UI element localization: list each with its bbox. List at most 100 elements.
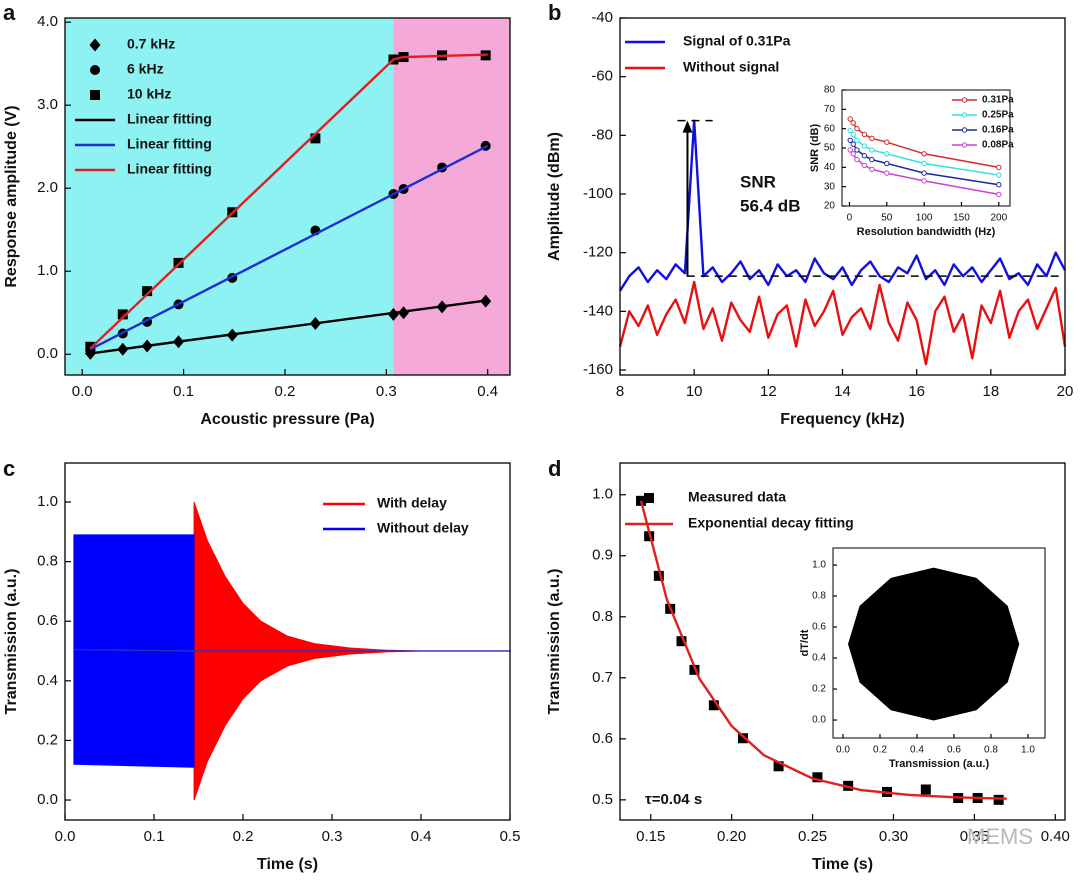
x-tick-label: 10 xyxy=(686,383,703,400)
legend-label: 10 kHz xyxy=(127,86,171,102)
marker-circle xyxy=(869,156,875,163)
x-tick-label: 0.35 xyxy=(960,828,989,845)
marker-circle xyxy=(996,182,1002,188)
marker-square xyxy=(117,309,128,320)
legend-label: Without delay xyxy=(377,520,469,536)
x-axis-title: Frequency (kHz) xyxy=(780,411,904,428)
y-tick-label: 60 xyxy=(824,123,836,134)
marker-circle xyxy=(884,170,890,176)
marker-circle xyxy=(884,139,890,145)
y-tick-label: 0.8 xyxy=(37,553,58,570)
x-tick-label: 0.25 xyxy=(798,828,827,845)
marker-square xyxy=(993,794,1004,805)
x-axis-title: Time (s) xyxy=(812,856,873,873)
y-tick-label: 0.2 xyxy=(37,731,58,748)
x-axis-title: Time (s) xyxy=(257,856,318,873)
y-tick-label: 0.0 xyxy=(37,791,58,808)
marker-circle xyxy=(996,164,1002,171)
annotation: SNR xyxy=(740,172,776,191)
marker-square xyxy=(644,493,654,503)
x-axis-title: Resolution bandwidth (Hz) xyxy=(857,226,996,238)
marker-circle xyxy=(884,151,890,157)
x-tick-label: 0.40 xyxy=(1041,828,1070,845)
x-tick-label: 20 xyxy=(1057,383,1074,400)
y-tick-label: 2.0 xyxy=(37,179,58,196)
legend-label: Exponential decay fitting xyxy=(688,515,854,531)
panel-label: a xyxy=(3,0,16,25)
y-tick-label: -100 xyxy=(583,185,613,202)
legend-label: Without signal xyxy=(683,59,779,75)
marker-circle xyxy=(869,147,875,153)
legend-label: 0.16Pa xyxy=(982,125,1014,136)
legend-label: Measured data xyxy=(688,489,786,505)
x-tick-label: 0.3 xyxy=(376,383,397,400)
x-tick-label: 0.20 xyxy=(717,828,746,845)
shaded-region xyxy=(65,18,394,375)
marker-circle xyxy=(861,153,868,159)
legend-label: 0.31Pa xyxy=(982,95,1014,106)
marker-circle xyxy=(850,141,856,147)
marker-square xyxy=(689,664,700,675)
legend-label: With delay xyxy=(377,495,447,511)
series-line xyxy=(90,299,488,355)
marker-circle xyxy=(854,137,860,143)
x-tick-label: 0.0 xyxy=(836,745,850,756)
y-tick-label: 0.0 xyxy=(37,345,58,362)
legend-label: Linear fitting xyxy=(127,136,212,152)
marker-circle xyxy=(961,142,968,148)
x-tick-label: 8 xyxy=(616,383,624,400)
legend-label: Signal of 0.31Pa xyxy=(683,33,791,49)
marker-circle xyxy=(996,172,1002,178)
y-tick-label: 50 xyxy=(824,143,836,154)
legend-label: 6 kHz xyxy=(127,61,164,77)
y-tick-label: -80 xyxy=(591,126,613,143)
x-tick-label: 50 xyxy=(881,213,893,224)
x-tick-label: 1.0 xyxy=(1021,745,1035,756)
annotation: 56.4 dB xyxy=(740,196,800,215)
x-tick-label: 0.8 xyxy=(984,745,998,756)
x-tick-label: 0.1 xyxy=(144,828,165,845)
x-tick-label: 0.15 xyxy=(636,828,665,845)
y-tick-label: 4.0 xyxy=(37,13,58,30)
y-tick-label: 1.0 xyxy=(592,486,613,503)
marker-circle xyxy=(847,127,853,134)
x-tick-label: 12 xyxy=(760,383,777,400)
y-tick-label: 1.0 xyxy=(37,493,58,510)
y-tick-label: -40 xyxy=(591,9,613,26)
marker-circle xyxy=(921,151,927,157)
marker-square xyxy=(737,733,748,744)
marker-circle xyxy=(921,160,927,167)
marker-circle xyxy=(861,162,868,169)
y-tick-label: 70 xyxy=(824,104,836,115)
y-tick-label: 1.0 xyxy=(812,560,826,571)
x-tick-label: 0.1 xyxy=(173,383,194,400)
legend-label: 0.7 kHz xyxy=(127,36,175,52)
x-tick-label: 0 xyxy=(847,213,853,224)
marker-square xyxy=(90,90,100,100)
marker-square xyxy=(142,286,153,297)
center-line xyxy=(73,648,510,652)
marker-circle xyxy=(861,143,868,149)
annotation: τ=0.04 s xyxy=(645,791,702,808)
marker-circle xyxy=(869,135,875,142)
panel-label: d xyxy=(548,456,561,481)
marker-diamond xyxy=(387,307,399,321)
series-line xyxy=(639,500,1007,800)
y-tick-label: 0.0 xyxy=(812,715,826,726)
x-tick-label: 0.0 xyxy=(55,828,76,845)
plot-frame xyxy=(619,462,1066,821)
panel-label: b xyxy=(548,0,561,25)
y-tick-label: 0.5 xyxy=(592,791,613,808)
marker-circle xyxy=(847,147,853,153)
y-tick-label: 3.0 xyxy=(37,96,58,113)
y-tick-label: -60 xyxy=(591,68,613,85)
x-tick-label: 0.2 xyxy=(275,383,296,400)
x-tick-label: 0.3 xyxy=(322,828,343,845)
y-tick-label: 0.8 xyxy=(592,608,613,625)
marker-circle xyxy=(850,131,856,138)
marker-circle xyxy=(854,125,860,132)
y-tick-label: 0.8 xyxy=(812,591,826,602)
y-axis-title: Transmission (a.u.) xyxy=(546,569,563,715)
y-tick-label: 0.4 xyxy=(37,672,58,689)
